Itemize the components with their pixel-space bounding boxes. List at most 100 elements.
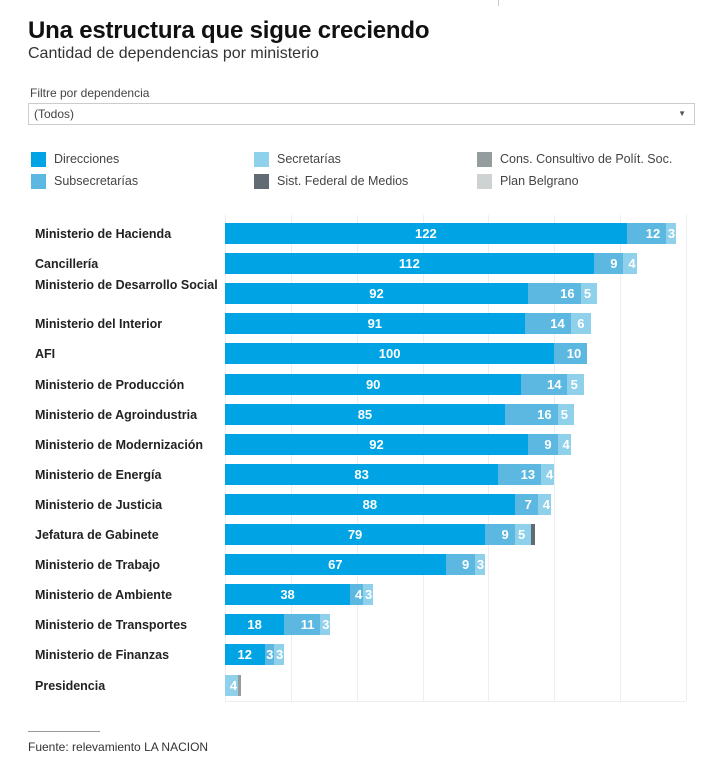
bar-segment-subsecretar-as[interactable]: 9 [485, 524, 515, 545]
legend-item[interactable]: Secretarías [254, 151, 341, 167]
data-label: 5 [583, 286, 592, 302]
bar-segment-secretar-as[interactable]: 5 [514, 524, 532, 545]
bar-segment-direcciones[interactable]: 83 [225, 463, 499, 485]
bar-segment-secretar-as[interactable]: 3 [320, 614, 331, 636]
legend-swatch [477, 151, 492, 167]
chart-title: Una estructura que sigue creciendo [28, 17, 430, 44]
bar-segment-secretar-as[interactable]: 3 [666, 223, 677, 244]
bar-segment-direcciones[interactable]: 12 [225, 644, 265, 666]
data-label: 4 [542, 496, 550, 512]
bar-segment-subsecretar-as[interactable]: 10 [554, 343, 588, 365]
bar-segment-subsecretar-as[interactable]: 9 [527, 433, 558, 455]
legend-swatch [254, 173, 269, 189]
bar-segment-subsecretar-as[interactable]: 12 [626, 223, 667, 244]
data-label: 6 [577, 316, 585, 332]
bar-segment-secretar-as[interactable]: 3 [363, 584, 374, 606]
top-divider [498, 0, 499, 6]
gridline [620, 215, 622, 701]
bar-segment-secretar-as[interactable]: 4 [557, 433, 571, 455]
category-label: Ministerio de Energía [35, 467, 162, 482]
legend-item[interactable]: Sist. Federal de Medios [254, 173, 408, 189]
bar-segment-direcciones[interactable]: 91 [225, 313, 525, 335]
data-label: 4 [229, 677, 238, 693]
bar-segment-direcciones[interactable]: 100 [225, 343, 555, 365]
data-label: 5 [570, 376, 578, 392]
data-label: 3 [476, 557, 485, 573]
bar-segment-secretar-as[interactable]: 3 [274, 644, 285, 666]
bar-segment-direcciones[interactable]: 112 [225, 253, 594, 275]
bar-segment-secretar-as[interactable]: 5 [580, 283, 598, 305]
bar-segment-secretar-as[interactable]: 6 [570, 313, 591, 335]
bar-segment-subsecretar-as[interactable]: 16 [504, 403, 558, 425]
data-label: 100 [378, 346, 401, 362]
data-label: 92 [369, 286, 384, 302]
stacked-bar-chart: Ministerio de Hacienda 122 12 3 Cancillería 1… [0, 215, 720, 705]
legend-label: Cons. Consultivo de Polít. Soc. [500, 152, 673, 166]
gridline [290, 215, 292, 701]
bar-segment-direcciones[interactable]: 88 [225, 493, 515, 515]
data-label: 4 [355, 587, 363, 603]
category-label: Ministerio del Interior [35, 317, 163, 332]
gridline [225, 215, 226, 701]
bar-segment-subsecretar-as[interactable]: 7 [514, 493, 538, 515]
bar-segment-secretar-as[interactable]: 4 [623, 253, 637, 275]
bar-segment-sist-federal-de-medios[interactable] [531, 524, 535, 545]
filter-dropdown[interactable]: (Todos) ▼ [28, 103, 695, 125]
bar-segment-secretar-as[interactable]: 5 [567, 373, 584, 395]
data-label: 9 [610, 256, 618, 272]
bar-segment-subsecretar-as[interactable]: 13 [498, 463, 542, 485]
data-label: 10 [566, 346, 582, 362]
bar-segment-subsecretar-as[interactable]: 14 [524, 313, 571, 335]
data-label: 79 [347, 527, 363, 542]
bar-segment-subsecretar-as[interactable]: 3 [264, 644, 275, 666]
bar-segment-direcciones[interactable]: 92 [225, 283, 528, 305]
bar-segment-direcciones[interactable]: 38 [225, 584, 351, 606]
category-label: Ministerio de Desarrollo Social [35, 278, 218, 293]
bar-segment-subsecretar-as[interactable]: 16 [527, 283, 581, 305]
data-label: 12 [237, 647, 252, 663]
bar-segment-secretar-as[interactable]: 4 [541, 463, 555, 485]
legend-label: Plan Belgrano [500, 174, 579, 188]
data-label: 83 [354, 466, 369, 482]
bar-segment-subsecretar-as[interactable]: 14 [521, 373, 568, 395]
bar-segment-direcciones[interactable]: 85 [225, 403, 505, 425]
legend-label: Sist. Federal de Medios [277, 174, 409, 188]
bar-segment-secretar-as[interactable]: 5 [557, 403, 575, 425]
bar-segment-subsecretar-as[interactable]: 11 [284, 614, 321, 636]
bar-segment-direcciones[interactable]: 79 [225, 524, 486, 545]
legend-item[interactable]: Plan Belgrano [477, 173, 579, 189]
bar-segment-direcciones[interactable]: 90 [225, 373, 522, 395]
bar-segment-secretar-as[interactable]: 3 [475, 554, 486, 576]
category-label: Ministerio de Justicia [35, 497, 163, 512]
bar-segment-subsecretar-as[interactable]: 9 [445, 554, 476, 576]
category-label: Ministerio de Producción [35, 377, 185, 392]
data-label: 3 [364, 587, 373, 603]
data-label: 13 [520, 466, 536, 482]
category-label: Ministerio de Transportes [35, 618, 188, 633]
legend-label: Direcciones [54, 152, 120, 166]
bar-segment-direcciones[interactable]: 67 [225, 554, 446, 576]
data-label: 9 [501, 527, 509, 542]
data-label: 3 [322, 617, 330, 633]
gridline [554, 215, 556, 701]
bar-segment-direcciones[interactable]: 122 [225, 223, 627, 244]
category-label: Ministerio de Agroindustria [35, 407, 198, 422]
chevron-down-icon: ▼ [678, 109, 686, 118]
data-label: 122 [415, 226, 437, 241]
bar-segment-cons-consultivo-de-pol-t-soc[interactable] [238, 674, 242, 696]
data-label: 4 [628, 256, 636, 272]
data-label: 12 [645, 226, 661, 241]
legend-item[interactable]: Cons. Consultivo de Polít. Soc. [477, 151, 672, 167]
bar-segment-secretar-as[interactable]: 4 [225, 674, 239, 696]
legend-item[interactable]: Subsecretarías [31, 173, 138, 189]
chart-subtitle: Cantidad de dependencias por ministerio [28, 45, 319, 62]
category-label: Ministerio de Trabajo [35, 558, 161, 573]
legend-label: Secretarías [277, 152, 341, 166]
bar-segment-subsecretar-as[interactable]: 9 [593, 253, 624, 275]
bar-segment-direcciones[interactable]: 92 [225, 433, 528, 455]
legend-item[interactable]: Direcciones [31, 151, 119, 167]
data-label: 4 [546, 466, 554, 482]
bar-segment-secretar-as[interactable]: 4 [537, 493, 551, 515]
bar-segment-direcciones[interactable]: 18 [225, 614, 285, 636]
bar-segment-subsecretar-as[interactable]: 4 [350, 584, 364, 606]
